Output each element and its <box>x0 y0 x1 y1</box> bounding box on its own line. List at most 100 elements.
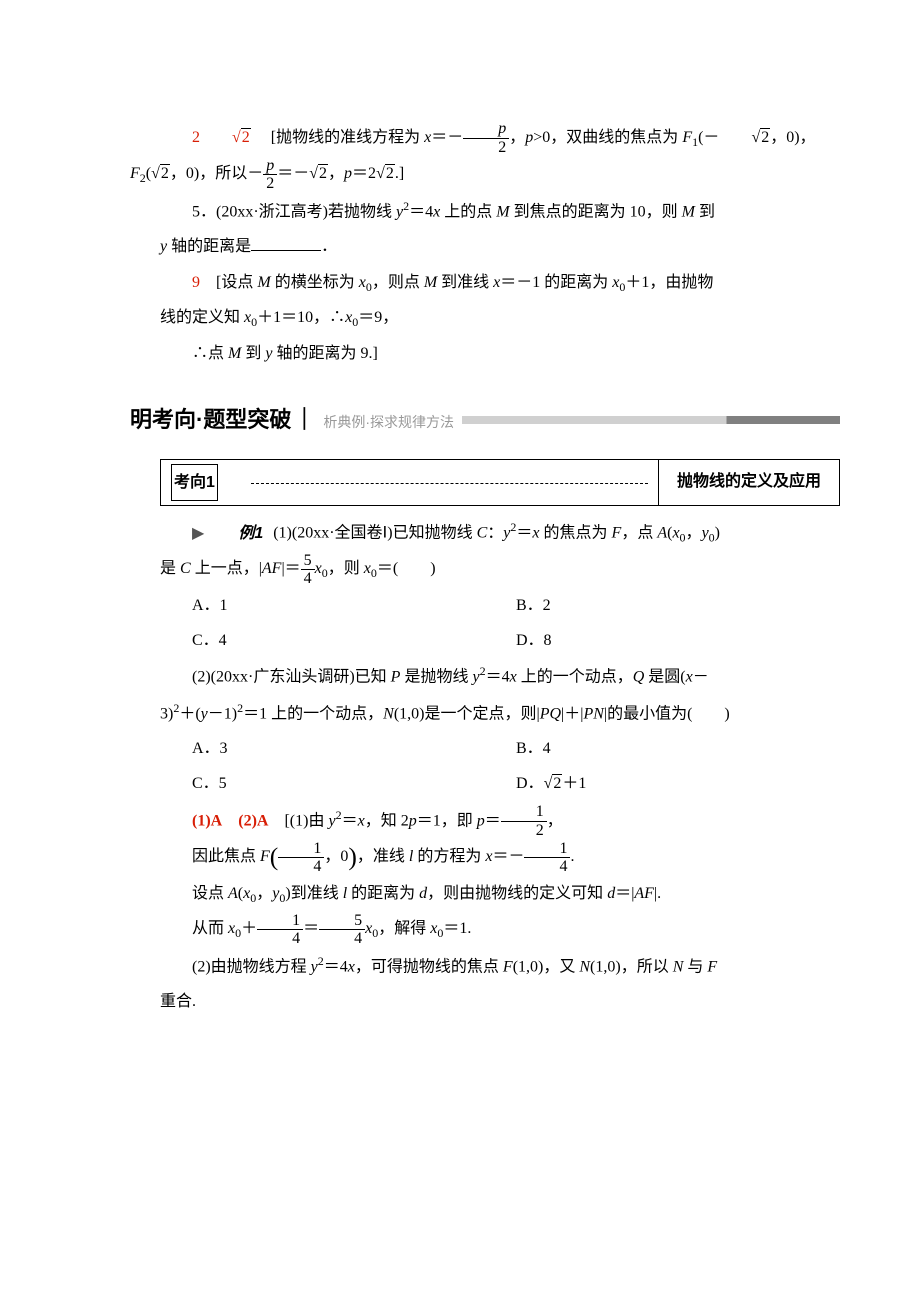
t: y <box>201 705 208 722</box>
t: x <box>358 812 365 829</box>
frac-1-4: 14 <box>278 840 324 876</box>
q5-line1: 5．(20xx·浙江高考)若抛物线 y2＝4x 上的点 M 到焦点的距离为 10… <box>160 193 840 230</box>
ex1-p2: 是 C 上一点，|AF|＝54x0，则 x0＝( ) <box>160 551 840 587</box>
t: 从而 <box>192 920 228 937</box>
options-2: A．3 B．4 <box>160 731 840 766</box>
t: F <box>260 848 270 865</box>
t: ，知 2 <box>365 812 409 829</box>
triangle-icon: ▶ <box>192 525 204 542</box>
t: ＝1. <box>443 920 471 937</box>
option-a: A．1 <box>192 588 516 623</box>
t: (2)(20xx·广东汕头调研)已知 <box>192 669 391 686</box>
option-b: B．2 <box>516 588 840 623</box>
t: d <box>419 885 427 902</box>
sec-main2: 题型突破 <box>203 396 291 444</box>
t: 的横坐标为 <box>271 274 359 291</box>
t: p <box>409 812 417 829</box>
t: 上一点，| <box>191 560 262 577</box>
t: N <box>383 705 394 722</box>
t: C <box>477 525 488 542</box>
t: 轴的距离是 <box>167 238 251 255</box>
t: － <box>693 669 709 686</box>
t: x <box>348 958 355 975</box>
t: ) <box>715 525 720 542</box>
option-b: B．4 <box>516 731 840 766</box>
t: ，0)， <box>770 129 815 146</box>
t: ， <box>547 812 563 829</box>
t: ， <box>686 525 702 542</box>
t: .] <box>395 165 404 182</box>
frac-p-2: p2 <box>263 157 277 193</box>
topic-label: 考向1 <box>171 464 218 501</box>
t: ＝1 上的一个动点， <box>243 705 383 722</box>
t: ＝( ) <box>377 560 436 577</box>
q-source: (20xx·浙江高考) <box>216 203 328 220</box>
t: 与 <box>683 958 707 975</box>
sec-dot: · <box>196 396 203 444</box>
ex1-p3: (2)(20xx·广东汕头调研)已知 P 是抛物线 y2＝4x 上的一个动点，Q… <box>160 658 840 695</box>
fill-blank <box>251 235 321 251</box>
t: [(1)由 <box>284 812 328 829</box>
t: F <box>612 525 622 542</box>
sqrt2: 2 <box>151 156 170 191</box>
sol5-answer: 9 <box>192 274 200 291</box>
sqrt2: 2 <box>376 156 395 191</box>
t: ＝4 <box>409 203 433 220</box>
sol4-answer: 22 <box>192 129 251 146</box>
sol5-line2: 线的定义知 x0＋1＝10，∴x0＝9， <box>160 300 840 336</box>
t: ＝ <box>516 525 532 542</box>
option-d: D．8 <box>516 623 840 658</box>
t: ，则 <box>328 560 364 577</box>
t: 线的定义知 <box>160 309 244 326</box>
sol-ex-line6: 重合. <box>160 984 840 1019</box>
example-tag: 例1 <box>206 516 263 551</box>
t: ，则由抛物线的定义可知 <box>427 885 607 902</box>
t: 的方程为 <box>413 848 485 865</box>
t: C <box>180 560 191 577</box>
t: x <box>359 274 366 291</box>
t: A <box>657 525 667 542</box>
t: 到准线 <box>437 274 493 291</box>
t: ＝－ <box>431 129 463 146</box>
t: ＋( <box>179 705 200 722</box>
t: ＋ <box>241 920 257 937</box>
sol-ex-ans1: (1)A <box>192 812 222 829</box>
t: ， <box>328 165 344 182</box>
t: F <box>682 129 692 146</box>
t: x <box>364 560 371 577</box>
section-decor-icon <box>462 416 840 424</box>
rparen-icon: ) <box>348 842 357 871</box>
lparen-icon: ( <box>270 842 279 871</box>
t: ＝1，即 <box>417 812 477 829</box>
t: Q <box>633 669 645 686</box>
ex1-p4: 3)2＋(y－1)2＝1 上的一个动点，N(1,0)是一个定点，则|PQ|＋|P… <box>160 695 840 732</box>
t: y <box>702 525 709 542</box>
ex1-p1: ▶例1 (1)(20xx·全国卷Ⅰ)已知抛物线 C：y2＝x 的焦点为 F，点 … <box>160 514 840 551</box>
frac-p-2: p2 <box>463 120 509 156</box>
topic-box: 考向1 抛物线的定义及应用 <box>160 459 840 506</box>
t: PN <box>583 705 603 722</box>
t: (1,0)是一个定点，则| <box>394 705 540 722</box>
sol-ex-ans2: (2)A <box>238 812 268 829</box>
option-d: D．2＋1 <box>516 766 840 801</box>
option-a: A．3 <box>192 731 516 766</box>
t: ， <box>509 129 525 146</box>
t: PQ <box>540 705 561 722</box>
t: ＝ <box>303 920 319 937</box>
t: ＝－1 的距离为 <box>500 274 612 291</box>
t: AF <box>262 560 282 577</box>
t: (－ <box>698 129 719 146</box>
t: ＝－ <box>492 848 524 865</box>
sec-sub: 析典例·探求规律方法 <box>323 407 454 438</box>
t: ，则点 <box>372 274 424 291</box>
t: 若抛物线 <box>328 203 396 220</box>
t: P <box>391 669 401 686</box>
t: |＝ <box>281 560 300 577</box>
t: (1)(20xx·全国卷Ⅰ)已知抛物线 <box>273 525 476 542</box>
t: 设点 <box>192 885 228 902</box>
t: M <box>257 274 270 291</box>
t: 是抛物线 <box>400 669 472 686</box>
sol4-line2: F2(2，0)，所以－p2＝－2，p＝22.] <box>130 156 840 192</box>
t: |的最小值为( ) <box>604 705 730 722</box>
t: ＝ <box>485 812 501 829</box>
